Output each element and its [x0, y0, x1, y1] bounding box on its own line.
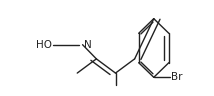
Text: Br: Br — [171, 72, 182, 82]
Text: N: N — [84, 40, 91, 50]
Text: HO: HO — [36, 40, 52, 50]
